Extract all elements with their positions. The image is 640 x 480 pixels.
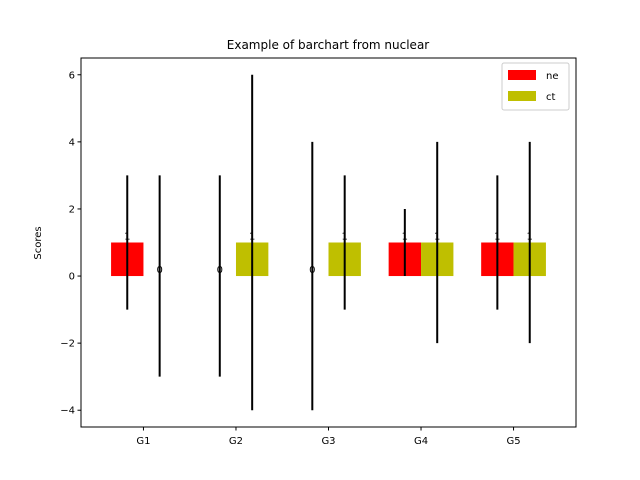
bar-value-label-ct-G3: 1 bbox=[342, 232, 348, 243]
y-tick-label: 0 bbox=[69, 272, 75, 283]
legend: ne ct bbox=[501, 62, 570, 111]
legend-label-ne: ne bbox=[546, 71, 559, 82]
bar-value-label-ne-G4: 1 bbox=[402, 232, 408, 243]
plot-area: −4 −2 0 2 4 6 G1 G2 G3 G4 G5 1 0 0 1 1 0 1 1 1 1 bbox=[60, 70, 546, 447]
x-tick-label: G4 bbox=[414, 436, 428, 447]
y-axis-label: Scores bbox=[33, 226, 44, 259]
y-tick-label: 2 bbox=[69, 204, 75, 215]
x-tick-label: G1 bbox=[136, 436, 150, 447]
bar-value-label-ct-G5: 1 bbox=[527, 232, 533, 243]
axes-frame bbox=[80, 57, 577, 428]
x-tick-label: G3 bbox=[321, 436, 335, 447]
bar-value-label-ne-G2: 0 bbox=[217, 265, 223, 276]
legend-label-ct: ct bbox=[546, 92, 555, 103]
bar-value-label-ct-G4: 1 bbox=[434, 232, 440, 243]
bar-value-label-ne-G1: 1 bbox=[124, 232, 130, 243]
x-tick-label: G5 bbox=[506, 436, 520, 447]
y-tick-label: −4 bbox=[60, 406, 75, 417]
legend-swatch-ct bbox=[508, 91, 536, 101]
y-tick-label: 6 bbox=[69, 70, 75, 81]
y-tick-label: −2 bbox=[60, 339, 75, 350]
bar-value-label-ne-G3: 0 bbox=[309, 265, 315, 276]
chart-title: Example of barchart from nuclear bbox=[227, 38, 430, 52]
bar-value-label-ct-G1: 0 bbox=[156, 265, 162, 276]
legend-swatch-ne bbox=[508, 70, 536, 80]
x-tick-label: G2 bbox=[229, 436, 243, 447]
bar-value-label-ct-G2: 1 bbox=[249, 232, 255, 243]
y-tick-label: 4 bbox=[69, 137, 75, 148]
bar-value-label-ne-G5: 1 bbox=[494, 232, 500, 243]
